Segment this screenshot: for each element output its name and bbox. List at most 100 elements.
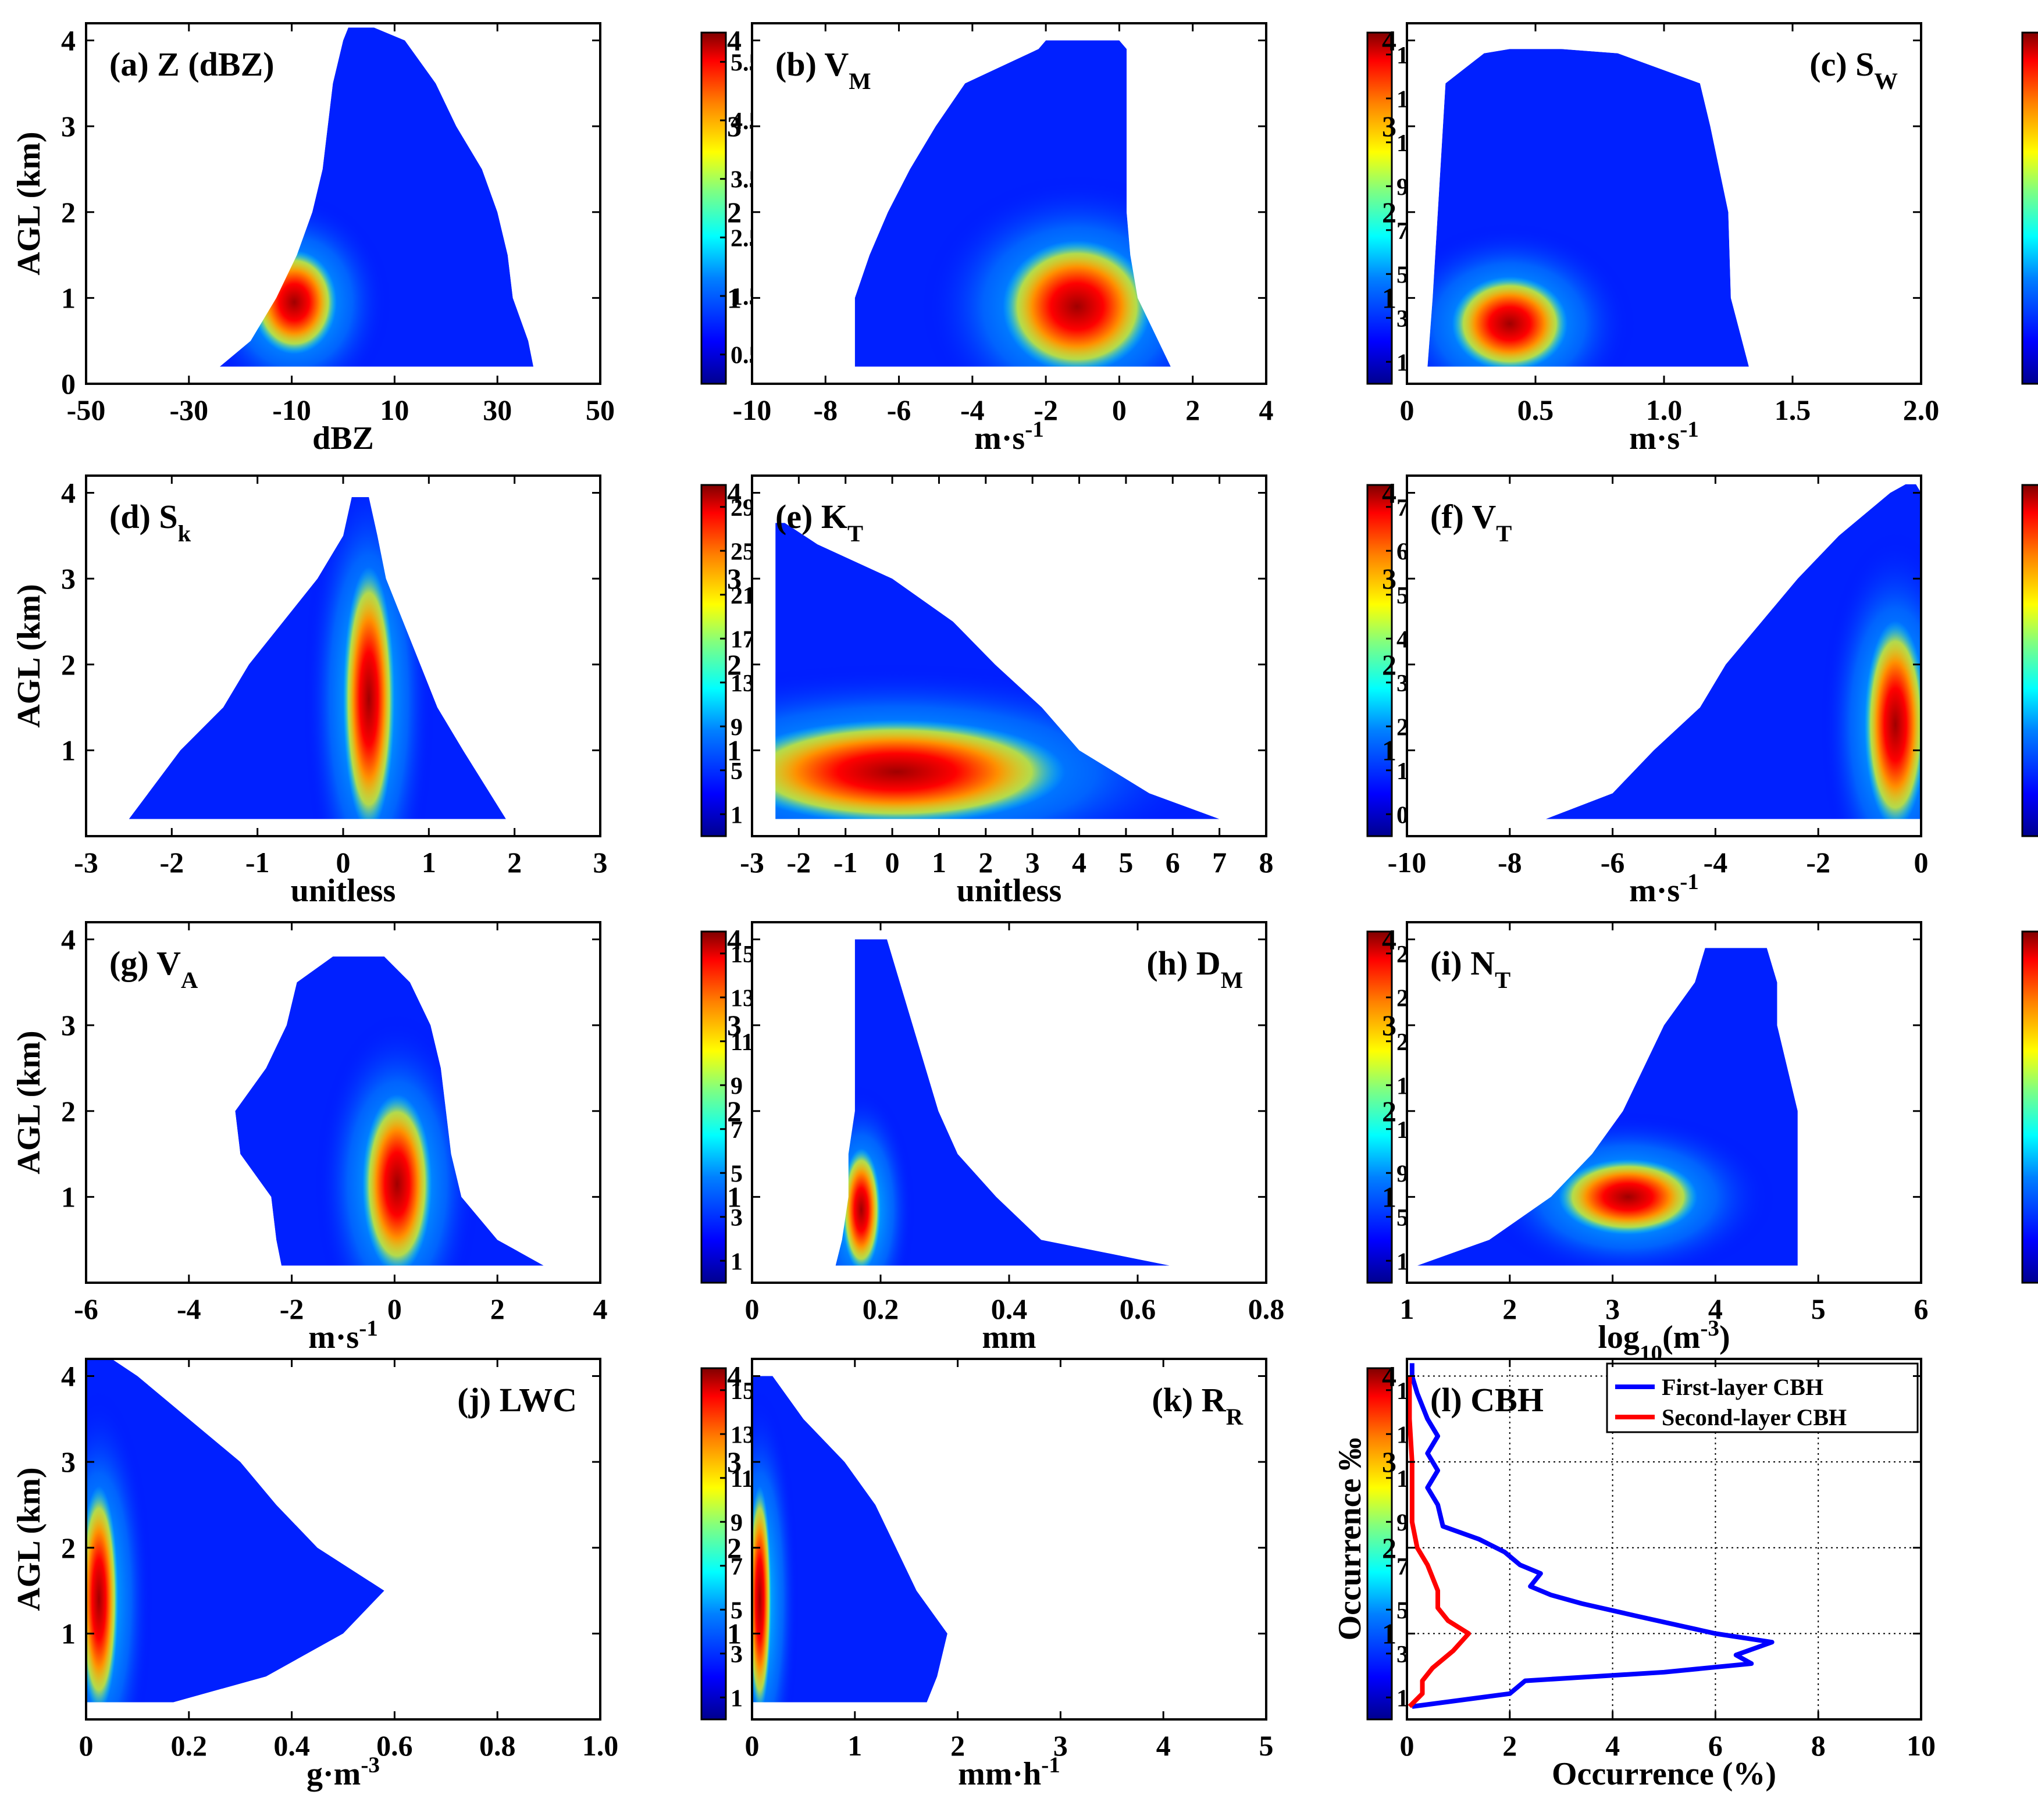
x-tick-label: -6: [74, 1293, 98, 1325]
x-tick-label: 3: [593, 846, 608, 879]
y-tick-label: 4: [61, 923, 76, 956]
x-tick-label: -1: [833, 846, 858, 879]
colorbar-tick-label: 9: [1396, 1161, 1409, 1187]
x-tick-label: 4: [1605, 1729, 1620, 1762]
density-peak: [842, 1148, 881, 1272]
envelope-mask: [1407, 23, 1921, 384]
x-axis-label: Occurrence (%): [1552, 1756, 1776, 1792]
x-tick-label: -3: [74, 846, 98, 879]
panel-title: (l) CBH: [1430, 1381, 1544, 1419]
y-tick-label: 3: [1382, 562, 1396, 595]
envelope-mask: [86, 476, 600, 836]
y-axis-label: AGL (km): [11, 1030, 47, 1174]
x-tick-label: 8: [1259, 846, 1274, 879]
panel-f: -10 -8 -6 -4 -2 0 1 2 3 4 m·s-1 (f) VT 13579111315Oc…: [1382, 474, 2038, 909]
colorbar-tick-label: 3: [1396, 1641, 1409, 1668]
x-tick-label: -1: [245, 846, 270, 879]
x-tick-label: 30: [483, 394, 512, 426]
y-axis-label: AGL (km): [11, 584, 47, 727]
envelope-mask: [752, 476, 1266, 836]
colorbar-gradient: [2021, 484, 2038, 837]
density-envelope: [752, 1376, 947, 1703]
x-tick-label: 5: [1811, 1293, 1826, 1325]
y-tick-label: 3: [61, 1009, 76, 1041]
y-tick-label: 2: [61, 196, 76, 229]
x-tick-label: 6: [1914, 1293, 1929, 1325]
colorbar-gradient: [1366, 1367, 1393, 1721]
colorbar-tick-label: 3: [1396, 306, 1409, 333]
x-tick-label: 4: [593, 1293, 608, 1325]
plot-body: [752, 476, 1266, 836]
x-tick-label: -50: [67, 394, 106, 426]
y-tick-label: 1: [61, 281, 76, 314]
y-tick-label: 2: [727, 196, 742, 229]
x-tick-label: 0: [79, 1729, 94, 1762]
x-tick-label: 3: [1605, 1293, 1620, 1325]
colorbar-gradient: [2021, 930, 2038, 1284]
x-tick-label: -4: [960, 394, 985, 426]
y-tick-label: 2: [727, 648, 742, 681]
x-tick-label: -10: [1388, 846, 1427, 879]
y-tick-label: 1: [727, 1180, 742, 1213]
y-axis-label: Occurrence ‰: [1332, 1438, 1368, 1641]
colorbar-tick-label: 1: [1396, 1248, 1409, 1275]
y-tick-label: 2: [1382, 196, 1396, 229]
plot-frame: [751, 474, 1267, 837]
x-tick-label: 0: [336, 846, 351, 879]
colorbar-gradient: [700, 484, 727, 837]
x-tick-label: 4: [1708, 1293, 1723, 1325]
x-tick-label: 2: [950, 1729, 965, 1762]
plot-frame: [1406, 1358, 1922, 1721]
x-tick-label: 1.5: [1775, 394, 1811, 426]
colorbar: 13579111315Occurrence ‰: [2021, 31, 2038, 385]
colorbar-tick-label: 3: [731, 1205, 743, 1232]
density-peak: [1558, 1159, 1698, 1235]
panel-title: (c) SW: [1809, 45, 1898, 94]
y-tick-label: 2: [727, 1532, 742, 1564]
x-tick-label: 8: [1811, 1729, 1826, 1762]
colorbar-tick-label: 9: [731, 714, 743, 741]
x-tick-label: 0: [745, 1293, 760, 1325]
x-tick-label: 0: [1914, 846, 1929, 879]
panel-j: 0 0.2 0.4 0.6 0.8 1.0 1 2 3 4 g·m-3 AGL (km) (j) LWC…: [11, 1358, 796, 1793]
y-tick-label: 1: [61, 1180, 76, 1213]
x-axis-label: g·m-3: [307, 1753, 380, 1793]
colorbar-tick-label: 1: [1396, 349, 1409, 376]
plot-frame: [85, 1358, 601, 1721]
x-tick-label: 2: [978, 846, 993, 879]
x-tick-label: 0.6: [1120, 1293, 1156, 1325]
y-axis-label: AGL (km): [11, 1467, 47, 1611]
y-tick-label: 1: [727, 734, 742, 766]
density-peak: [86, 1486, 119, 1713]
colorbar-tick-label: 11: [731, 1466, 754, 1493]
x-tick-label: -2: [280, 1293, 304, 1325]
x-tick-label: -8: [813, 394, 838, 426]
x-tick-label: 0: [1112, 394, 1127, 426]
envelope-mask: [752, 23, 1266, 384]
x-tick-label: 4: [1156, 1729, 1171, 1762]
x-tick-label: 10: [1907, 1729, 1936, 1762]
colorbar-tick-label: 9: [1396, 174, 1409, 201]
colorbar-tick-label: 1: [731, 802, 743, 829]
panel-title: (f) VT: [1430, 498, 1512, 547]
y-tick-label: 4: [1382, 24, 1396, 57]
envelope-mask: [1407, 922, 1921, 1283]
x-tick-label: -10: [733, 394, 772, 426]
x-axis-label: m·s-1: [1629, 869, 1699, 909]
x-tick-label: 7: [1212, 846, 1227, 879]
x-tick-label: 1.0: [1646, 394, 1683, 426]
colorbar-tick-label: 5: [731, 1597, 743, 1624]
panel-title: (d) Sk: [109, 498, 191, 547]
colorbar-tick-label: 7: [731, 1117, 743, 1144]
x-tick-label: 1: [932, 846, 946, 879]
y-tick-label: 2: [61, 1095, 76, 1127]
colorbar-tick-label: 9: [731, 1509, 743, 1536]
x-tick-label: 0: [745, 1729, 760, 1762]
y-tick-label: 4: [61, 1360, 76, 1393]
colorbar-tick-label: 5: [1396, 1597, 1409, 1624]
envelope-mask: [86, 23, 600, 384]
colorbar-tick-label: 3: [731, 1641, 743, 1668]
